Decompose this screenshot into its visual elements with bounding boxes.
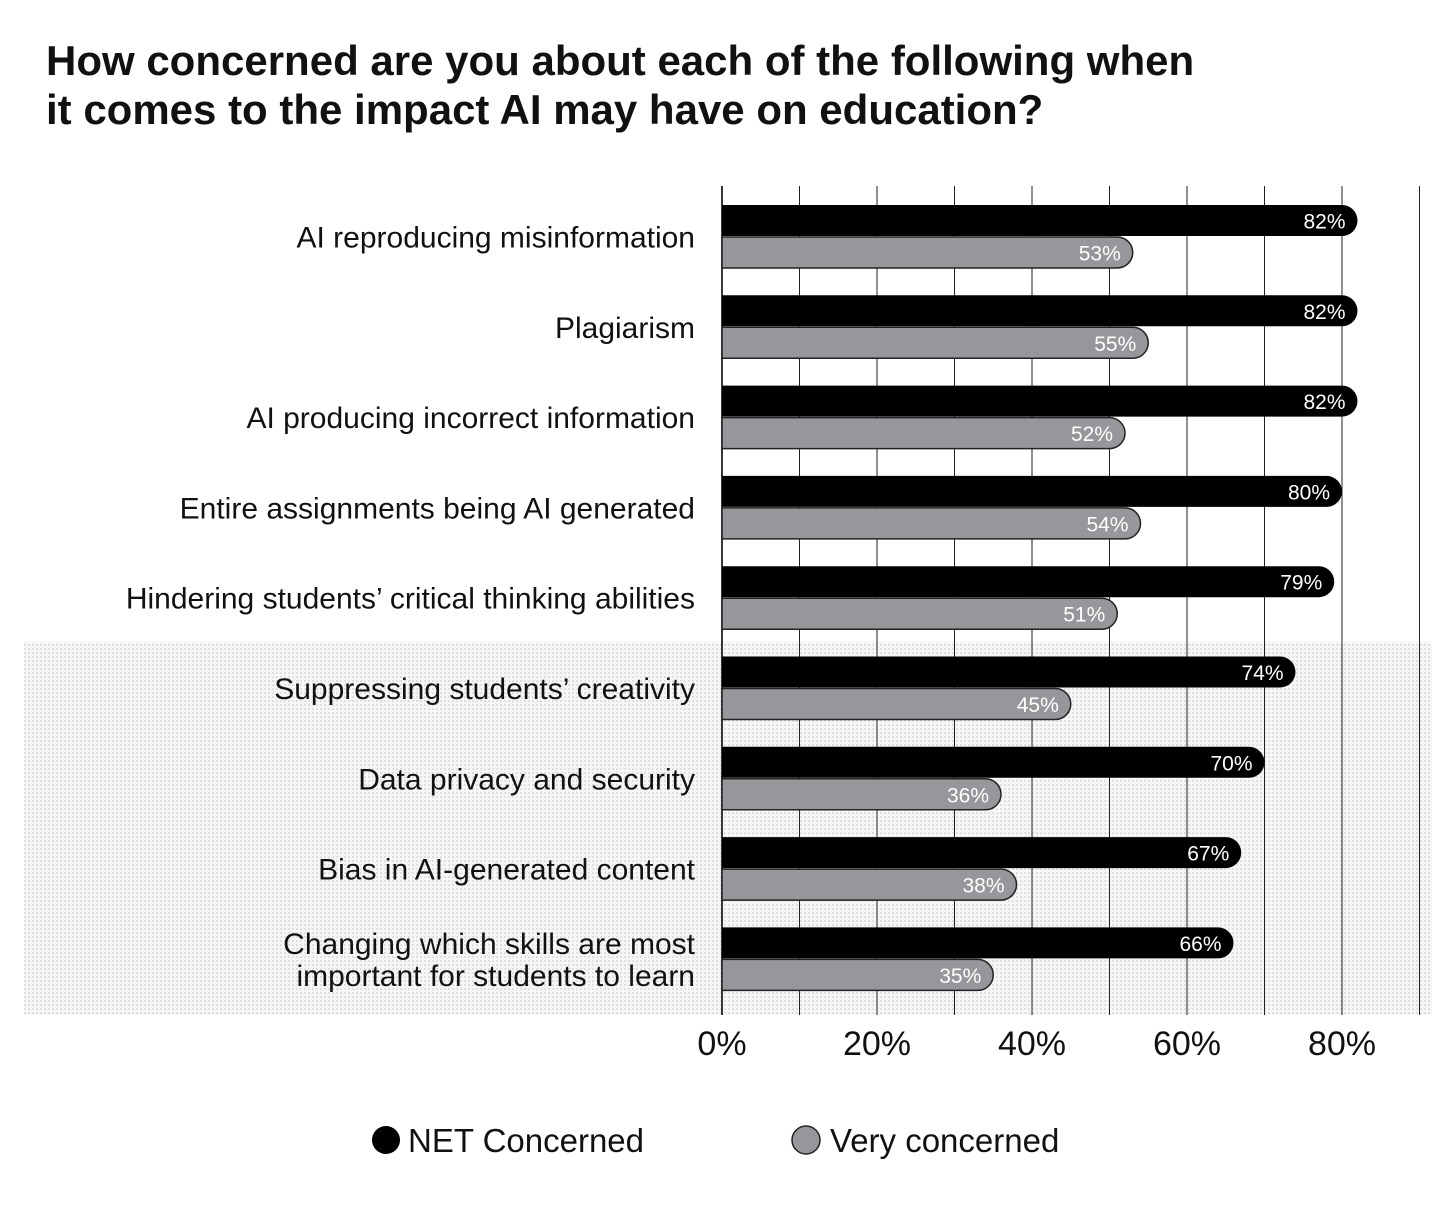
very-concerned-value-label: 54% (1086, 513, 1128, 536)
category-label: Hindering students’ critical thinking ab… (126, 583, 695, 616)
net-concerned-bar (722, 385, 1358, 417)
legend-label-net-concerned: NET Concerned (408, 1122, 644, 1159)
very-concerned-bar (721, 507, 1142, 540)
very-concerned-value-label: 35% (939, 965, 981, 988)
very-concerned-value-label: 52% (1071, 423, 1113, 446)
category-label: important for students to learn (296, 960, 695, 993)
net-concerned-value-label: 80% (1288, 481, 1330, 504)
net-concerned-value-label: 70% (1210, 752, 1252, 775)
net-concerned-bar (722, 566, 1335, 598)
chart-title-line-2: it comes to the impact AI may have on ed… (46, 86, 1044, 133)
x-tick-label: 40% (998, 1025, 1066, 1063)
category-label: Entire assignments being AI generated (180, 492, 695, 525)
very-concerned-value-label: 38% (962, 875, 1004, 898)
very-concerned-bar (721, 687, 1072, 721)
very-concerned-value-label: 36% (947, 784, 989, 807)
very-concerned-bar (721, 236, 1134, 269)
very-concerned-value-label: 55% (1094, 333, 1136, 356)
net-concerned-bar (722, 746, 1265, 778)
legend-label-very-concerned: Very concerned (830, 1122, 1059, 1159)
net-concerned-value-label: 66% (1179, 933, 1221, 956)
category-label: AI reproducing misinformation (296, 222, 695, 255)
category-label: AI producing incorrect information (246, 402, 695, 435)
category-label: Suppressing students’ creativity (274, 673, 695, 706)
category-label: Data privacy and security (358, 763, 695, 796)
very-concerned-bar (721, 778, 1002, 811)
legend-swatch-net-concerned (372, 1126, 400, 1154)
x-tick-label: 80% (1308, 1025, 1376, 1063)
very-concerned-value-label: 51% (1063, 604, 1105, 627)
net-concerned-value-label: 82% (1303, 391, 1345, 414)
net-concerned-bar (722, 205, 1358, 236)
net-concerned-bar (722, 475, 1342, 507)
very-concerned-bar (721, 597, 1118, 630)
net-concerned-bar (722, 295, 1358, 327)
very-concerned-value-label: 53% (1079, 243, 1121, 266)
net-concerned-value-label: 74% (1241, 662, 1283, 685)
x-tick-label: 20% (843, 1025, 911, 1063)
legend-swatch-very-concerned (791, 1125, 821, 1155)
x-tick-label: 0% (697, 1025, 746, 1063)
x-tick-label: 60% (1153, 1025, 1221, 1063)
net-concerned-value-label: 82% (1303, 211, 1345, 234)
very-concerned-bar (721, 416, 1126, 450)
category-label: Changing which skills are most (283, 928, 696, 961)
very-concerned-value-label: 45% (1017, 694, 1059, 717)
net-concerned-value-label: 79% (1280, 572, 1322, 595)
very-concerned-bar (721, 958, 994, 992)
net-concerned-bar (722, 927, 1234, 959)
net-concerned-value-label: 82% (1303, 301, 1345, 324)
net-concerned-value-label: 67% (1187, 843, 1229, 866)
category-label: Bias in AI-generated content (318, 854, 696, 887)
category-label: Plagiarism (555, 312, 695, 345)
net-concerned-bar (722, 837, 1242, 869)
net-concerned-bar (722, 656, 1296, 688)
very-concerned-bar (721, 326, 1149, 360)
chart-title-line-1: How concerned are you about each of the … (46, 37, 1195, 84)
chart-title: How concerned are you about each of the … (46, 36, 1346, 134)
very-concerned-bar (721, 868, 1018, 901)
